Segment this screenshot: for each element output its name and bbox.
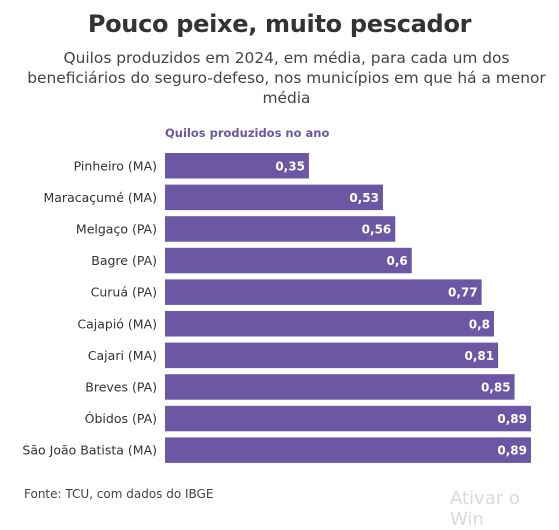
data-label: 0,77	[448, 286, 478, 300]
data-label: 0,85	[481, 380, 511, 394]
data-label: 0,81	[464, 349, 494, 363]
data-label: 0,53	[349, 191, 379, 205]
bar	[165, 311, 494, 337]
bar	[165, 216, 396, 242]
bar	[165, 437, 531, 463]
data-label: 0,6	[386, 254, 407, 268]
bar	[165, 374, 515, 400]
bar	[165, 247, 412, 274]
category-label: Breves (PA)	[85, 379, 157, 394]
data-label: 0,89	[497, 412, 527, 426]
bar	[165, 279, 482, 305]
bar	[165, 342, 499, 369]
category-label: Bagre (PA)	[91, 253, 157, 268]
category-label: Pinheiro (MA)	[74, 158, 157, 173]
category-label: Melgaço (PA)	[76, 221, 157, 236]
data-label: 0,89	[497, 444, 527, 458]
data-label: 0,56	[362, 222, 392, 236]
chart-subtitle: Quilos produzidos em 2024, em média, par…	[27, 49, 546, 107]
category-label: São João Batista (MA)	[22, 443, 157, 458]
category-label: Maracaçumé (MA)	[43, 190, 157, 205]
category-label: Cajari (MA)	[88, 348, 157, 363]
bar	[165, 184, 383, 211]
chart-title: Pouco peixe, muito pescador	[87, 10, 472, 38]
bar	[165, 153, 309, 179]
data-label: 0,8	[469, 317, 490, 331]
data-label: 0,35	[275, 159, 305, 173]
category-label: Cajapió (MA)	[77, 316, 157, 331]
axis-title: Quilos produzidos no ano	[165, 126, 330, 140]
activation-watermark: Ativar o Win	[450, 488, 520, 530]
bar-chart: Pinheiro (MA) 0,35 Maracaçumé (MA) 0,53 Melg…	[22, 153, 531, 463]
category-label: Curuá (PA)	[91, 285, 157, 300]
bar	[165, 405, 531, 432]
category-label: Óbidos (PA)	[85, 411, 157, 426]
source-note: Fonte: TCU, com dados do IBGE	[24, 487, 214, 501]
